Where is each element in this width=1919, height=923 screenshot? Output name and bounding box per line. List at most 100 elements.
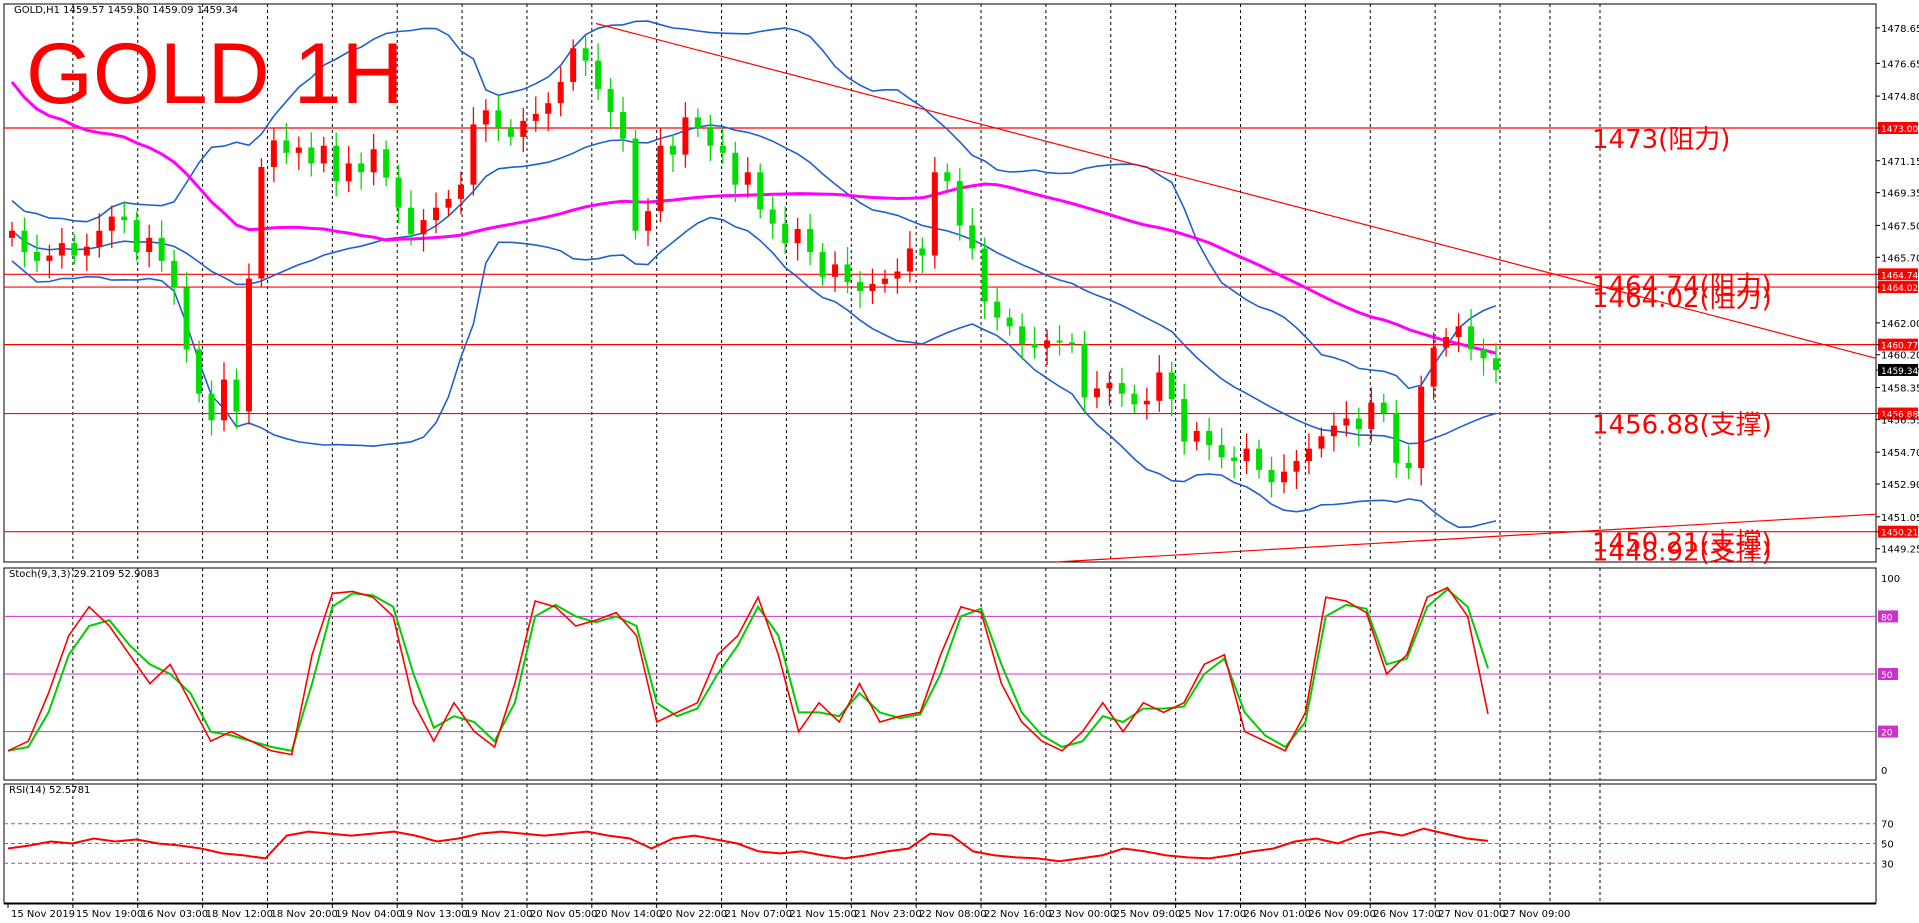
stoch-title: Stoch(9,3,3) 29.2109 52.9083: [9, 569, 160, 580]
level-price-box-label: 1464.74: [1881, 271, 1918, 281]
candle-body: [707, 128, 714, 146]
time-tick-label: 21 Nov 07:00: [725, 909, 792, 920]
candle-body: [1480, 349, 1487, 359]
candle-body: [383, 149, 390, 178]
trendlines: [595, 22, 1877, 563]
candle-body: [570, 48, 577, 82]
bollinger-lower: [11, 216, 1497, 529]
candle-body: [1281, 471, 1287, 483]
candle-body: [956, 181, 963, 226]
candle-body: [744, 172, 751, 185]
time-tick-label: 19 Nov 21:00: [465, 909, 532, 920]
level-price-box: [1878, 268, 1918, 281]
candle-body: [694, 117, 701, 128]
candle-body: [358, 163, 365, 173]
candle-body: [1081, 344, 1088, 398]
candle-body: [1468, 326, 1475, 350]
level-price-box: [1878, 281, 1918, 294]
stoch-main-line: [7, 586, 1489, 756]
time-tick-label: 15 Nov 19:00: [76, 909, 143, 920]
candle-body: [121, 216, 128, 221]
candle-body: [1318, 436, 1325, 449]
candle-body: [1243, 448, 1250, 462]
candle-body: [1293, 461, 1300, 472]
level-price-box-label: 1473.00: [1881, 125, 1918, 135]
main-pane-frame: [3, 3, 1877, 563]
time-tick-label: 21 Nov 23:00: [854, 909, 921, 920]
vertical-grid: [72, 4, 1601, 903]
candle-body: [1343, 418, 1350, 426]
time-tick-label: 22 Nov 08:00: [919, 909, 986, 920]
candle-body: [1493, 358, 1499, 370]
level-price-box-label: 1460.77: [1881, 342, 1918, 352]
candle-body: [1405, 462, 1412, 469]
bollinger-bands: [11, 20, 1497, 529]
price-tick-label: 1458.35: [1881, 384, 1919, 395]
rsi-pane: 70 50 30: [4, 820, 1894, 870]
time-tick-label: 15 Nov 2019: [11, 909, 75, 920]
time-tick-label: 26 Nov 01:00: [1244, 909, 1311, 920]
candle-body: [1181, 399, 1188, 442]
candle-body: [969, 225, 976, 249]
candle-body: [1418, 386, 1425, 469]
candle-body: [1443, 337, 1450, 348]
price-tick-label: 1454.70: [1881, 448, 1919, 459]
time-tick-label: 19 Nov 04:00: [335, 909, 402, 920]
stoch-level-box: [1878, 610, 1898, 623]
level-price-box: [1878, 525, 1918, 538]
candle-body: [1093, 388, 1100, 398]
candle-body: [1330, 425, 1337, 437]
candle-body: [1168, 372, 1175, 400]
candle-body: [208, 393, 215, 421]
level-price-box-label: 1456.88: [1881, 411, 1918, 421]
time-tick-label: 25 Nov 17:00: [1179, 909, 1246, 920]
candle-body: [1380, 402, 1387, 414]
candle-body: [657, 145, 664, 212]
candle-body: [408, 207, 415, 235]
stoch-level-box: [1878, 668, 1898, 680]
stoch-axis-label: 100: [1881, 574, 1900, 585]
time-tick-label: 16 Nov 03:00: [141, 909, 208, 920]
candle-body: [844, 264, 851, 283]
candle-body: [819, 252, 826, 277]
rsi-axis-label: 50: [1881, 840, 1894, 851]
candle-body: [545, 103, 552, 114]
rsi-line: [7, 827, 1489, 863]
price-tick-label: 1478.65: [1881, 24, 1919, 35]
rsi-title: RSI(14) 52.5781: [9, 785, 90, 796]
candle-body: [33, 252, 40, 261]
candle-body: [769, 209, 776, 224]
price-tick-label: 1474.80: [1881, 92, 1919, 103]
candle-body: [482, 110, 489, 125]
candle-body: [308, 147, 315, 164]
candle-body: [270, 140, 277, 167]
chart-title: GOLD 1H: [26, 26, 404, 122]
stoch-level-box: [1878, 725, 1898, 738]
candle-body: [445, 198, 452, 208]
candle-body: [1268, 469, 1275, 483]
level-annotation: 1464.02(阻力): [1592, 284, 1772, 314]
candle-body: [470, 124, 477, 185]
price-tick-label: 1460.20: [1881, 351, 1919, 362]
candle-body: [495, 110, 502, 128]
time-tick-label: 25 Nov 09:00: [1114, 909, 1181, 920]
candle-body: [1455, 326, 1462, 338]
time-tick-label: 19 Nov 13:00: [400, 909, 467, 920]
trendline-downtrend: [595, 22, 1877, 359]
price-tick-label: 1471.15: [1881, 157, 1919, 168]
candle-body: [395, 177, 402, 208]
level-price-box: [1878, 338, 1918, 351]
candle-body: [1106, 383, 1113, 389]
price-tick-label: 1476.65: [1881, 59, 1919, 70]
horizontal-levels: [4, 127, 1876, 533]
current-price-label: 1459.34: [1881, 367, 1918, 377]
time-tick-label: 18 Nov 12:00: [206, 909, 273, 920]
candle-body: [1006, 317, 1013, 327]
candle-body: [857, 282, 863, 291]
candle-body: [1218, 445, 1225, 458]
candle-body: [557, 81, 564, 104]
candle-body: [1305, 448, 1312, 462]
candle-body: [96, 230, 103, 247]
candle-body: [1031, 344, 1038, 348]
